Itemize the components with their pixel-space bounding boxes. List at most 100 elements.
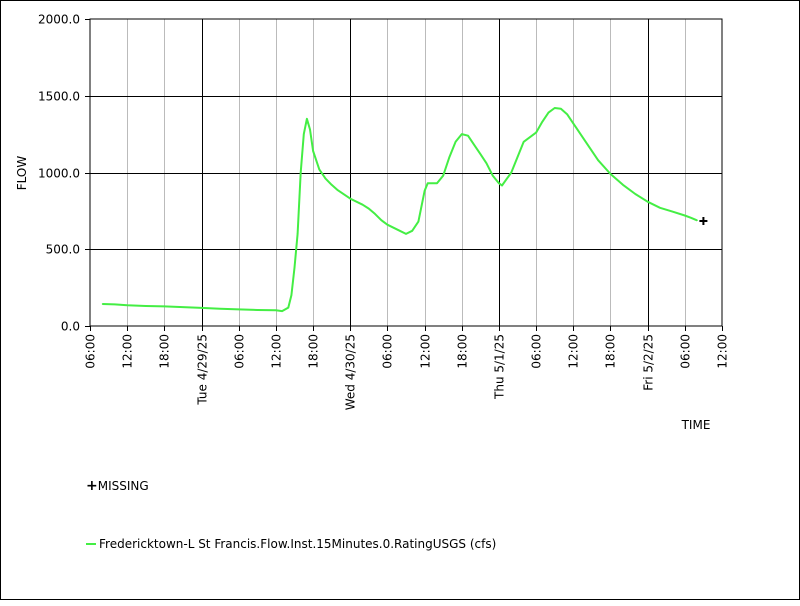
flow-data-point <box>566 113 568 115</box>
flow-data-point <box>696 219 698 221</box>
plot-area-border <box>89 18 723 327</box>
flow-data-point <box>585 141 587 143</box>
flow-data-point <box>281 310 283 312</box>
flow-data-point <box>331 184 333 186</box>
flow-data-point <box>436 182 438 184</box>
x-tick-label: 12:00 <box>567 334 581 369</box>
flow-data-point <box>287 307 289 309</box>
flow-data-point <box>424 190 426 192</box>
legend-line-swatch <box>86 543 96 545</box>
flow-data-point <box>386 224 388 226</box>
x-tick-label: 18:00 <box>307 334 321 369</box>
flow-data-point <box>374 213 376 215</box>
series-layer <box>101 107 698 313</box>
missing-layer <box>699 217 708 226</box>
x-tick-label: Tue 4/29/25 <box>196 334 210 406</box>
flow-data-point <box>256 309 258 311</box>
flow-data-point <box>485 162 488 164</box>
flow-data-point <box>362 204 364 206</box>
flow-data-point <box>275 309 277 311</box>
flow-data-point <box>467 135 469 137</box>
flow-data-point <box>309 128 311 131</box>
flow-data-point <box>671 211 674 213</box>
flow-data-point <box>101 303 103 305</box>
flow-data-point <box>684 214 686 217</box>
flow-data-point <box>290 294 292 296</box>
flow-data-point <box>622 184 624 186</box>
flow-data-point <box>300 171 302 174</box>
x-tick-label: Wed 4/30/25 <box>344 334 358 410</box>
flow-data-point <box>349 198 351 200</box>
x-tick-label: Thu 5/1/25 <box>493 334 507 400</box>
legend-missing-label: MISSING <box>97 479 149 493</box>
y-tick-label: 2000.0 <box>38 13 80 27</box>
x-tick-label: 18:00 <box>456 334 470 369</box>
flow-data-point <box>380 219 382 221</box>
minor-gridlines <box>127 19 686 326</box>
x-tick-label: 18:00 <box>158 334 172 369</box>
x-axis-label: TIME <box>681 418 711 432</box>
x-axis-ticks: 06:00 12:00 18:00 Tue 4/29/25 06:00 12:00 18:0… <box>84 326 730 410</box>
flow-data-point <box>634 193 636 195</box>
y-axis-label: FLOW <box>15 156 29 191</box>
y-tick-label: 0.0 <box>61 320 80 334</box>
missing-marker <box>699 217 708 226</box>
flow-data-point <box>399 230 401 232</box>
legend-series: Fredericktown-L St Francis.Flow.Inst.15M… <box>86 537 496 551</box>
flow-data-point <box>145 305 147 307</box>
flow-data-point <box>498 182 500 184</box>
x-tick-label: 06:00 <box>381 334 395 369</box>
x-tick-label: 18:00 <box>604 334 618 369</box>
flow-data-point <box>560 108 562 110</box>
flow-data-point <box>501 184 503 187</box>
flow-data-point <box>516 156 519 158</box>
x-tick-label: 12:00 <box>419 334 433 369</box>
flow-data-point <box>479 153 481 155</box>
x-tick-label: 12:00 <box>270 334 284 369</box>
plus-icon: + <box>86 478 98 494</box>
flow-data-point <box>427 182 429 184</box>
flow-data-point <box>417 221 419 223</box>
flow-data-point <box>238 308 240 310</box>
y-tick-label: 1500.0 <box>38 90 80 104</box>
flow-series-line <box>102 107 698 313</box>
legend-missing: +MISSING <box>86 478 149 494</box>
x-tick-label: 12:00 <box>121 334 135 369</box>
y-axis-ticks: 0.0 500.0 1000.0 1500.0 2000.0 <box>38 13 90 334</box>
flow-data-point <box>126 304 128 306</box>
x-tick-label: 06:00 <box>530 334 544 369</box>
flow-data-point <box>659 207 661 209</box>
flow-data-point <box>293 267 296 269</box>
flow-data-point <box>405 233 407 235</box>
y-tick-label: 500.0 <box>46 243 80 257</box>
flow-data-point <box>554 107 556 109</box>
flow-data-point <box>547 112 550 114</box>
flow-data-point <box>306 118 308 120</box>
flow-data-point <box>318 168 320 170</box>
flow-data-point <box>324 178 327 180</box>
flow-data-point <box>529 136 531 138</box>
flow-data-point <box>219 308 221 310</box>
flow-data-point <box>523 141 525 143</box>
flow-data-point <box>455 141 457 143</box>
flow-data-point <box>303 133 305 135</box>
x-tick-label: 12:00 <box>716 334 730 369</box>
x-tick-label: 06:00 <box>233 334 247 369</box>
flow-data-point <box>312 150 314 152</box>
y-tick-label: 1000.0 <box>38 167 80 181</box>
flow-data-point <box>442 175 444 177</box>
flow-data-point <box>182 306 184 308</box>
major-gridlines <box>90 19 722 326</box>
flow-data-point <box>448 156 450 158</box>
flow-data-point <box>541 121 543 123</box>
legend-series-label: Fredericktown-L St Francis.Flow.Inst.15M… <box>99 537 497 551</box>
flow-data-point <box>572 122 574 124</box>
flow-data-point <box>163 305 165 307</box>
x-tick-label: Fri 5/2/25 <box>642 334 656 391</box>
flow-data-point <box>535 132 537 134</box>
flow-data-point <box>647 201 649 203</box>
flow-data-point <box>200 307 203 309</box>
flow-data-point <box>492 175 494 177</box>
